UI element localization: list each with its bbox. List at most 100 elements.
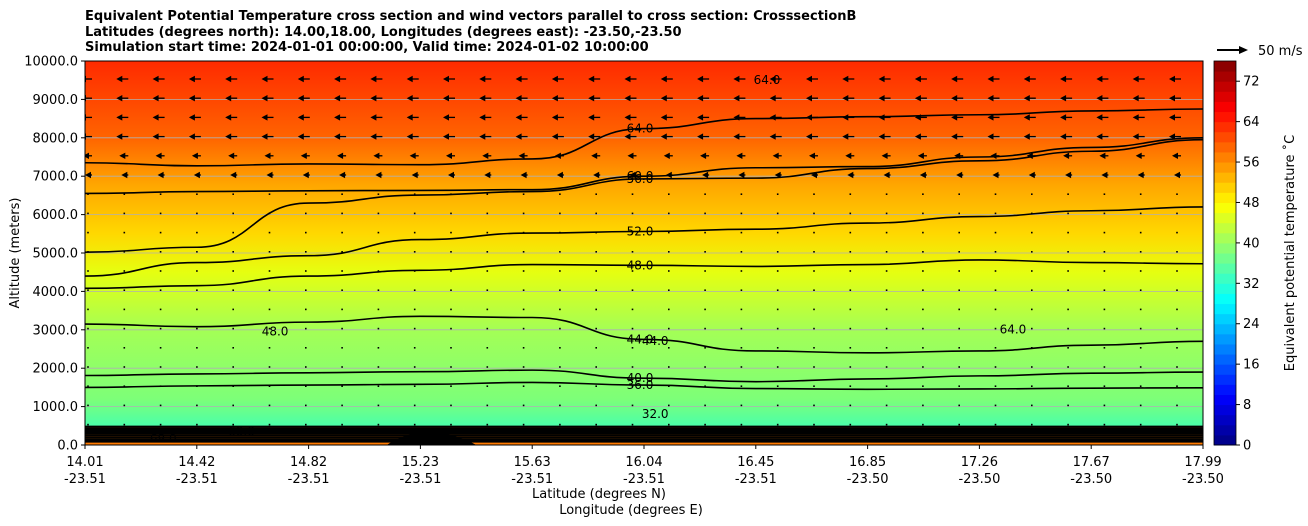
contour-label: 40.0 [627,371,654,385]
wind-vector [1067,251,1069,253]
wind-vector [377,193,380,195]
wind-vector [881,152,888,159]
wind-vector [595,270,597,272]
colorbar-band [1214,384,1236,395]
wind-vector [450,289,452,291]
wind-vector [406,75,413,83]
wind-vector [595,308,597,311]
wind-vector [994,423,997,426]
wind-vector [1139,270,1142,272]
wind-vector [559,385,561,387]
wind-vector [85,171,91,179]
wind-vector [885,251,888,253]
wind-vector [958,308,960,311]
wind-vector [305,347,307,349]
y-tick-label: 10000.0 [24,55,78,70]
wind-vector [1176,327,1178,330]
colorbar-frame [1213,60,1237,446]
wind-vector [885,212,888,215]
contour-label: 36.0 [627,378,654,392]
wind-vector [849,270,852,272]
wind-vector [123,251,126,253]
wind-vector [515,133,522,140]
wind-vector [87,423,89,426]
wind-vector [261,75,268,83]
wind-vector [1169,114,1175,121]
wind-vector [341,423,343,426]
wind-vector [1031,366,1033,368]
x-axis: 14.01 -23.51 14.42 -23.51 14.82 -23.51 15.23 -2… [64,445,1224,487]
wind-vector [377,347,380,349]
wind-vector [1169,95,1175,102]
wind-vector [377,385,380,387]
colorbar-band [1214,404,1236,416]
wind-vector [1096,95,1103,102]
wind-vector [631,385,634,387]
y-tick-label: 5000.0 [33,247,79,262]
wind-vector [994,212,997,215]
wind-vector [188,133,195,140]
wind-vector [595,289,597,291]
wind-vector [922,366,924,368]
wind-vector [450,270,452,272]
wind-vector [1176,212,1178,215]
wind-vector [87,366,89,368]
wind-vector [1139,212,1142,215]
wind-vector [740,308,743,311]
wind-vector [159,231,162,234]
wind-vector [559,270,561,272]
colorbar-band [1214,121,1236,133]
wind-vector [1063,152,1070,159]
wind-vector [697,95,704,102]
wind-vector [958,385,960,387]
wind-vector [849,404,852,407]
wind-vector [522,347,525,349]
wind-vector [885,308,888,311]
wind-vector [305,423,307,426]
wind-vector [847,171,854,179]
wind-vector [375,171,382,179]
wind-vector [268,347,271,349]
contour-line [85,381,1203,391]
wind-vector [1067,231,1069,234]
wind-vector [1031,404,1033,407]
wind-vector [443,133,449,140]
wind-vector [849,231,852,234]
wind-vector [522,308,525,311]
colorbar-tick-label: 64 [1243,115,1260,130]
wind-vector [700,152,707,159]
wind-vector [994,193,997,195]
wind-vector [704,270,706,272]
wind-vector [958,270,960,272]
wind-vector [631,366,634,368]
wind-vector [377,423,380,426]
wind-vector [806,95,812,102]
wind-vector [813,231,815,234]
wind-vector [225,95,232,102]
wind-vector [588,95,595,102]
colorbar-tick-label: 0 [1243,439,1251,454]
wind-vector [806,133,812,140]
colorbar-band [1214,364,1236,375]
wind-vector [776,231,779,234]
wind-vector [631,327,634,330]
wind-vector [813,404,815,407]
wind-vector [232,327,234,330]
wind-vector [123,308,126,311]
wind-vector [268,251,271,253]
colorbar-band [1214,343,1236,355]
colorbar-band [1214,434,1236,446]
wind-vector [159,347,162,349]
wind-vector [878,95,885,102]
colorbar-band [1214,101,1236,113]
wind-vector [849,212,852,215]
wind-vector [1174,171,1180,179]
wind-vector [232,212,234,215]
contour-label: 48.0 [262,325,289,339]
colorbar-tick-label: 72 [1243,75,1260,90]
wind-vector [123,193,126,195]
contour-label: 44.0 [642,334,669,348]
colorbar-band [1214,323,1236,335]
wind-vector [305,251,307,253]
wind-vector [994,308,997,311]
